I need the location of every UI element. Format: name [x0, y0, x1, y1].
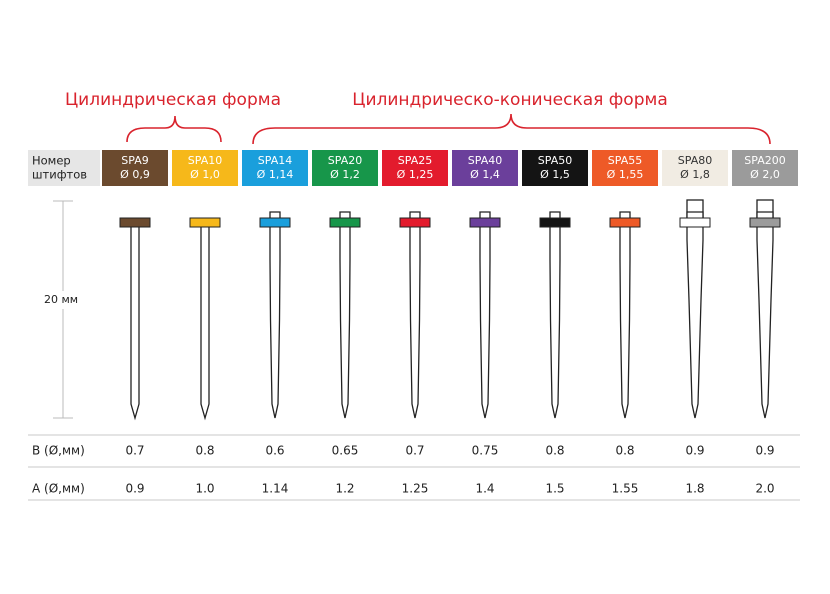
pin-collar — [329, 217, 361, 228]
pin-collar — [189, 217, 221, 228]
pin-header-cell — [312, 150, 378, 186]
pin-header-cell — [732, 150, 798, 186]
pin-diameter: Ø 2,0 — [750, 168, 780, 181]
pin-header-cell — [592, 150, 658, 186]
pin-shaft — [130, 218, 140, 421]
pin-shaft — [619, 211, 631, 419]
pin-header-cell — [662, 150, 728, 186]
pin-shaft — [269, 211, 281, 419]
pin-name: SPA25 — [398, 154, 432, 167]
pin-diameter: Ø 1,55 — [607, 168, 644, 181]
pin-diameter: Ø 1,2 — [330, 168, 360, 181]
pin-shaft — [686, 211, 704, 419]
pin-diameter: Ø 1,5 — [540, 168, 570, 181]
a-value: 1.5 — [545, 482, 564, 496]
pin-name: SPA200 — [744, 154, 785, 167]
b-value: 0.8 — [195, 444, 214, 458]
a-value: 1.55 — [612, 482, 639, 496]
dimension-label: 20 мм — [44, 293, 78, 306]
a-value: 1.4 — [475, 482, 494, 496]
header-label: штифтов — [32, 168, 87, 182]
pin-header-cell — [172, 150, 238, 186]
b-value: 0.75 — [472, 444, 499, 458]
group-label: Цилиндрическая форма — [65, 90, 281, 110]
pin-header-cell — [522, 150, 588, 186]
pin-collar — [259, 217, 291, 228]
a-value: 1.8 — [685, 482, 704, 496]
a-value: 1.2 — [335, 482, 354, 496]
pin-collar — [399, 217, 431, 228]
header-label-cell — [28, 150, 100, 186]
pin-shaft — [549, 211, 561, 419]
pin-collar — [679, 217, 711, 228]
pin-name: SPA40 — [468, 154, 502, 167]
pin-diameter: Ø 1,14 — [257, 168, 294, 181]
group-label: Цилиндрическо-коническая форма — [352, 90, 668, 110]
pin-shaft — [409, 211, 421, 419]
pin-shaft — [200, 218, 210, 421]
pin-header-cell — [102, 150, 168, 186]
pin-collar — [469, 217, 501, 228]
row-label: A (Ø,мм) — [32, 482, 85, 496]
pin-diameter: Ø 1,0 — [190, 168, 220, 181]
a-value: 0.9 — [125, 482, 144, 496]
b-value: 0.8 — [615, 444, 634, 458]
a-value: 1.0 — [195, 482, 214, 496]
pin-name: SPA9 — [121, 154, 148, 167]
pin-header-cell — [382, 150, 448, 186]
a-value: 2.0 — [755, 482, 774, 496]
pin-name: SPA55 — [608, 154, 642, 167]
a-value: 1.25 — [402, 482, 429, 496]
dimension-bg — [40, 291, 84, 309]
pin-shaft — [339, 211, 351, 419]
b-value: 0.8 — [545, 444, 564, 458]
brace — [252, 113, 771, 145]
pin-name: SPA14 — [258, 154, 292, 167]
a-value: 1.14 — [262, 482, 289, 496]
b-value: 0.7 — [405, 444, 424, 458]
pin-shaft — [756, 211, 774, 419]
b-value: 0.9 — [755, 444, 774, 458]
header-label: Номер — [32, 154, 71, 168]
pin-name: SPA50 — [538, 154, 572, 167]
pin-header-cell — [452, 150, 518, 186]
pin-collar — [609, 217, 641, 228]
pin-name: SPA20 — [328, 154, 362, 167]
brace — [126, 115, 222, 143]
pin-collar — [749, 217, 781, 228]
pin-diameter: Ø 0,9 — [120, 168, 150, 181]
b-value: 0.9 — [685, 444, 704, 458]
pin-header-cell — [242, 150, 308, 186]
pin-diameter: Ø 1,8 — [680, 168, 710, 181]
row-label: B (Ø,мм) — [32, 444, 85, 458]
b-value: 0.6 — [265, 444, 284, 458]
pin-diameter: Ø 1,25 — [397, 168, 434, 181]
pin-diameter: Ø 1,4 — [470, 168, 500, 181]
b-value: 0.65 — [332, 444, 359, 458]
pin-shaft — [479, 211, 491, 419]
pin-collar — [539, 217, 571, 228]
pin-collar — [119, 217, 151, 228]
pin-name: SPA10 — [188, 154, 222, 167]
b-value: 0.7 — [125, 444, 144, 458]
pin-name: SPA80 — [678, 154, 712, 167]
